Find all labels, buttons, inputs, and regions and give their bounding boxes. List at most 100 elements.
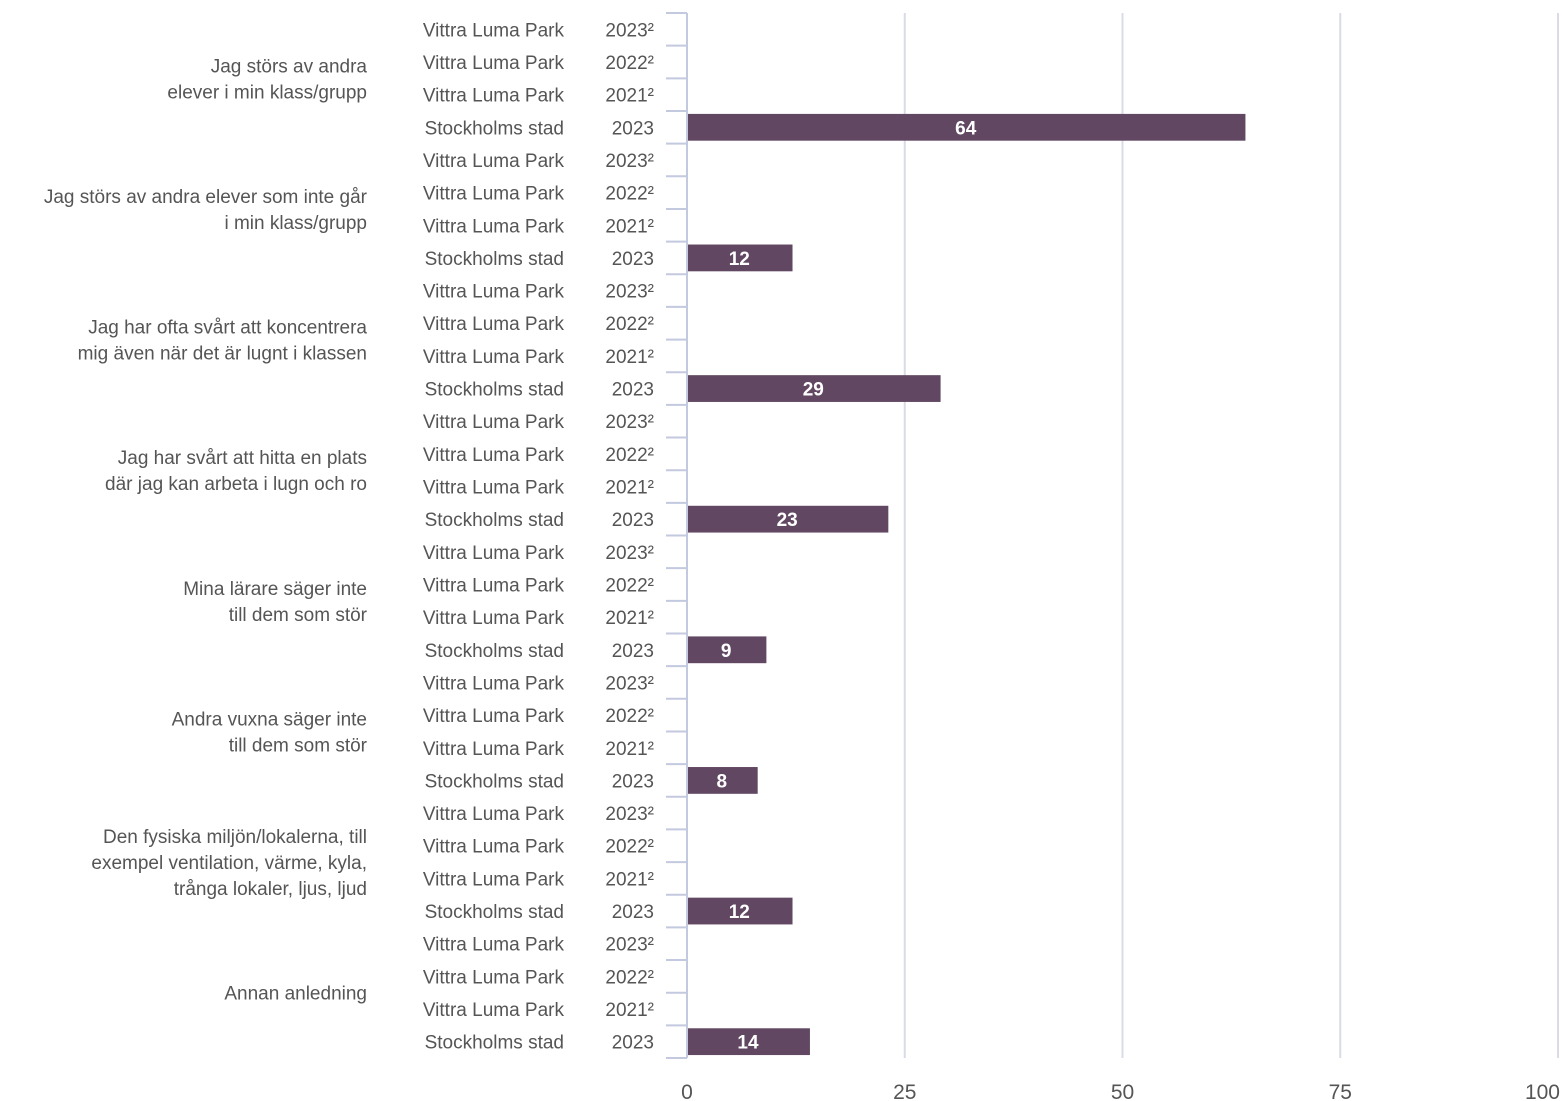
row-entity-label: Vittra Luma Park	[423, 739, 565, 760]
group-label-line: Den fysiska miljön/lokalerna, till	[103, 827, 367, 848]
row-year-label: 2022²	[605, 706, 654, 727]
row-year-label: 2022²	[605, 445, 654, 466]
x-tick-label: 0	[681, 1081, 693, 1101]
bar	[688, 113, 1246, 141]
row-entity-label: Vittra Luma Park	[423, 837, 565, 858]
row-year-label: 2021²	[605, 347, 654, 368]
row-entity-label: Vittra Luma Park	[423, 869, 565, 890]
row-year-label: 2021²	[605, 869, 654, 890]
row-year-label: 2023²	[605, 151, 654, 172]
bar	[688, 244, 793, 272]
row-entity-label: Vittra Luma Park	[423, 967, 565, 988]
row-entity-label: Vittra Luma Park	[423, 412, 565, 433]
row-entity-label: Vittra Luma Park	[423, 445, 565, 466]
row-year-label: 2021²	[605, 478, 654, 499]
group-label: Jag har svårt att hitta en plats där jag …	[105, 448, 367, 495]
row-entity-label: Vittra Luma Park	[423, 20, 565, 41]
bar	[688, 505, 889, 533]
group-label-line: elever i min klass/grupp	[167, 82, 367, 103]
row-entity-label: Vittra Luma Park	[423, 673, 565, 694]
row-entity-label: Vittra Luma Park	[423, 184, 565, 205]
row-year-label: 2023	[612, 1033, 654, 1054]
bar	[688, 897, 793, 925]
row-entity-label: Vittra Luma Park	[423, 53, 565, 74]
x-tick-label: 50	[1111, 1081, 1134, 1101]
row-year-label: 2023²	[605, 543, 654, 564]
bars: 64 12 29 23 9 8 12 14	[688, 113, 1246, 1056]
row-year-label: 2023	[612, 380, 654, 401]
row-entity-label: Vittra Luma Park	[423, 478, 565, 499]
category-axis	[666, 12, 688, 1059]
data-label: 29	[803, 380, 824, 401]
row-year-label: 2023	[612, 118, 654, 139]
row-entity-label: Stockholms stad	[425, 771, 564, 792]
row-year-label: 2022²	[605, 967, 654, 988]
row-entity-label: Vittra Luma Park	[423, 706, 565, 727]
x-tick-label: 75	[1329, 1081, 1352, 1101]
bar	[688, 1028, 810, 1056]
group-label-line: där jag kan arbeta i lugn och ro	[105, 474, 367, 495]
row-entity-label: Vittra Luma Park	[423, 86, 565, 107]
row-entity-label: Vittra Luma Park	[423, 314, 565, 335]
row-year-label: 2023²	[605, 20, 654, 41]
group-label-line: till dem som stör	[229, 735, 368, 756]
row-entity-label: Vittra Luma Park	[423, 543, 565, 564]
row-year-label: 2023	[612, 771, 654, 792]
row-year-label: 2023²	[605, 935, 654, 956]
row-year-label: 2023	[612, 902, 654, 923]
data-label: 64	[955, 118, 977, 139]
row-year-label: 2022²	[605, 184, 654, 205]
row-year-label: 2023	[612, 510, 654, 531]
group-label-line: Jag har ofta svårt att koncentrera	[88, 318, 367, 339]
row-year-label: 2022²	[605, 53, 654, 74]
row-year-label: 2022²	[605, 837, 654, 858]
row-entity-label: Stockholms stad	[425, 380, 564, 401]
row-entity-label: Stockholms stad	[425, 249, 564, 270]
data-label: 9	[721, 641, 732, 662]
row-year-label: 2021²	[605, 739, 654, 760]
group-label-line: mig även när det är lugnt i klassen	[78, 344, 367, 365]
row-entity-label: Vittra Luma Park	[423, 804, 565, 825]
group-label: Jag har ofta svårt att koncentrera mig äv…	[78, 318, 368, 365]
row-entity-label: Vittra Luma Park	[423, 608, 565, 629]
row-year-label: 2023²	[605, 804, 654, 825]
group-label-line: exempel ventilation, värme, kyla,	[91, 853, 367, 874]
group-label: Mina lärare säger inte till dem som stör	[183, 579, 367, 626]
group-label-line: trånga lokaler, ljus, ljud	[174, 879, 367, 900]
group-label: Andra vuxna säger inte till dem som stör	[172, 709, 368, 756]
row-year-label: 2021²	[605, 216, 654, 237]
group-label-line: till dem som stör	[229, 605, 368, 626]
group-label: Jag störs av andra elever i min klass/gru…	[167, 56, 367, 103]
row-entity-label: Vittra Luma Park	[423, 347, 565, 368]
group-label-line: Andra vuxna säger inte	[172, 709, 367, 730]
group-label-line: Annan anledning	[224, 984, 367, 1005]
row-year-label: 2023	[612, 249, 654, 270]
group-label-line: Jag störs av andra	[211, 56, 368, 77]
row-entity-label: Vittra Luma Park	[423, 216, 565, 237]
category-labels: Vittra Luma Park 2023² Vittra Luma Park 202…	[44, 20, 654, 1053]
row-entity-label: Stockholms stad	[425, 902, 564, 923]
row-year-label: 2023²	[605, 673, 654, 694]
x-tick-label: 25	[893, 1081, 916, 1101]
row-year-label: 2023	[612, 641, 654, 662]
data-label: 12	[729, 249, 750, 270]
bar	[688, 636, 767, 664]
row-year-label: 2022²	[605, 314, 654, 335]
row-year-label: 2023²	[605, 412, 654, 433]
data-label: 12	[729, 902, 750, 923]
row-entity-label: Stockholms stad	[425, 510, 564, 531]
gridlines	[903, 13, 1559, 1058]
row-entity-label: Stockholms stad	[425, 1033, 564, 1054]
data-label: 14	[737, 1033, 759, 1054]
data-label: 23	[777, 510, 798, 531]
x-tick-label: 100	[1525, 1081, 1560, 1101]
row-entity-label: Vittra Luma Park	[423, 151, 565, 172]
group-label: Annan anledning	[224, 984, 367, 1005]
group-label: Jag störs av andra elever som inte går i …	[44, 187, 368, 234]
row-entity-label: Vittra Luma Park	[423, 935, 565, 956]
row-entity-label: Stockholms stad	[425, 641, 564, 662]
bar	[688, 375, 941, 402]
row-year-label: 2021²	[605, 1000, 654, 1021]
x-axis-ticks: 0 25 50 75 100	[681, 1081, 1560, 1101]
